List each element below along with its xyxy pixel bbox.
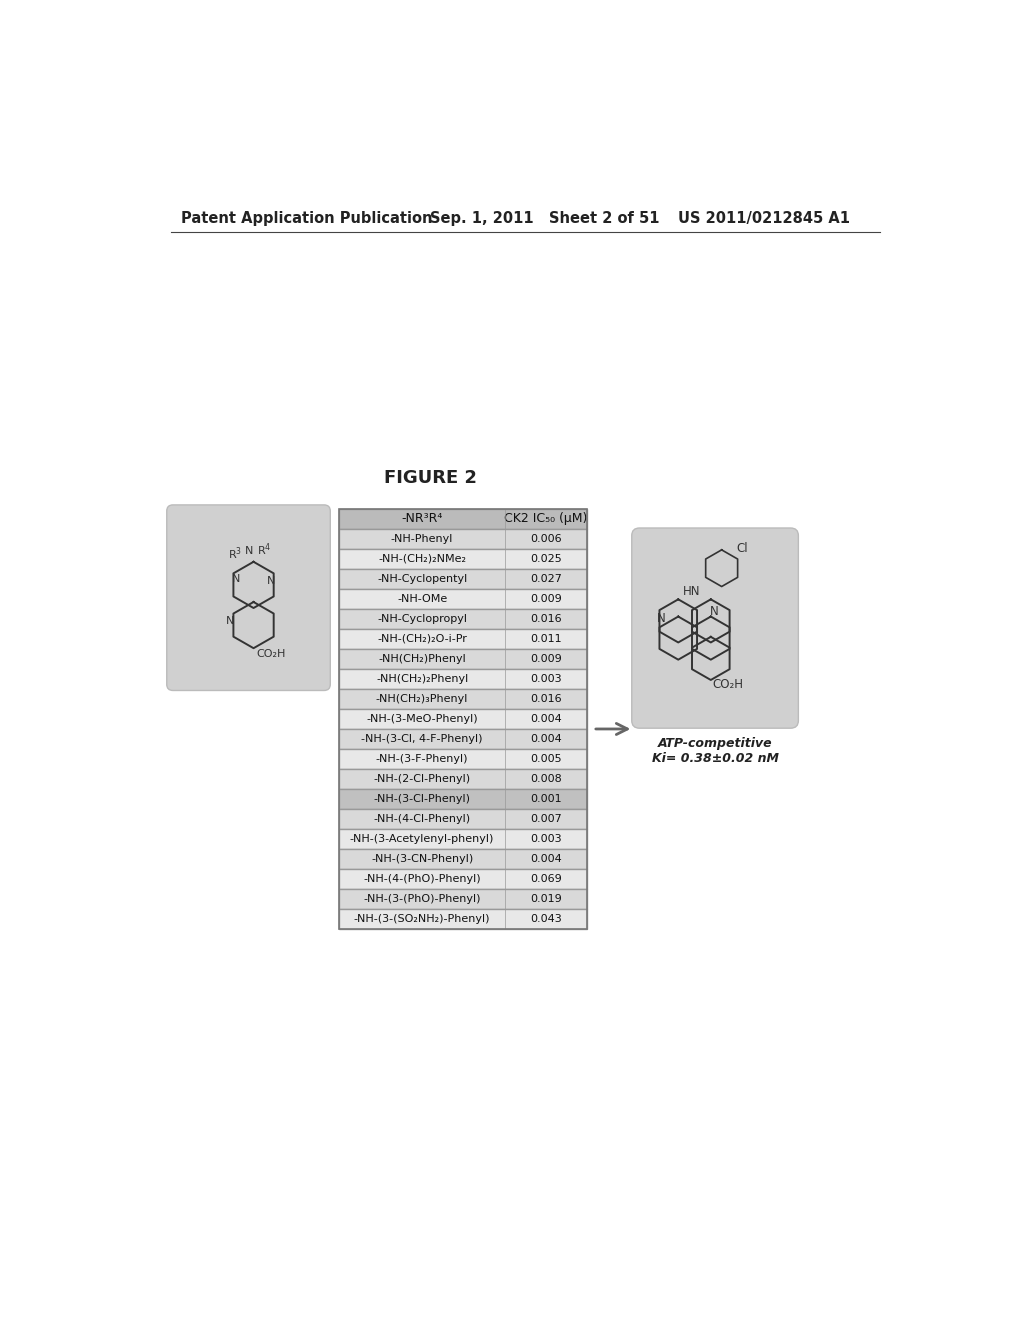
FancyBboxPatch shape	[339, 809, 587, 829]
Text: 0.003: 0.003	[530, 675, 562, 684]
Text: 0.027: 0.027	[530, 574, 562, 583]
Text: CK2 IC₅₀ (μM): CK2 IC₅₀ (μM)	[505, 512, 588, 525]
FancyBboxPatch shape	[339, 890, 587, 909]
FancyBboxPatch shape	[339, 508, 587, 529]
Text: ATP-competitive: ATP-competitive	[657, 737, 772, 750]
FancyBboxPatch shape	[339, 689, 587, 709]
Text: N: N	[226, 616, 234, 626]
Text: 0.001: 0.001	[530, 795, 562, 804]
FancyBboxPatch shape	[339, 569, 587, 589]
FancyBboxPatch shape	[339, 529, 587, 549]
Text: -NH(CH₂)₃Phenyl: -NH(CH₂)₃Phenyl	[376, 694, 468, 704]
FancyBboxPatch shape	[339, 869, 587, 890]
FancyBboxPatch shape	[339, 549, 587, 569]
Text: 0.011: 0.011	[530, 634, 562, 644]
Text: -NH-Cyclopropyl: -NH-Cyclopropyl	[377, 614, 467, 624]
Text: -NH-(3-Acetylenyl-phenyl): -NH-(3-Acetylenyl-phenyl)	[350, 834, 495, 843]
FancyBboxPatch shape	[339, 729, 587, 748]
FancyBboxPatch shape	[339, 849, 587, 869]
Text: N: N	[266, 576, 274, 586]
Text: -NH-Cyclopentyl: -NH-Cyclopentyl	[377, 574, 467, 583]
Text: -NH-(3-(SO₂NH₂)-Phenyl): -NH-(3-(SO₂NH₂)-Phenyl)	[354, 915, 490, 924]
FancyBboxPatch shape	[339, 829, 587, 849]
Text: 0.043: 0.043	[530, 915, 562, 924]
Text: R$^3$: R$^3$	[228, 545, 242, 561]
Text: Patent Application Publication: Patent Application Publication	[180, 211, 432, 226]
Text: N: N	[245, 546, 253, 556]
Text: 0.019: 0.019	[530, 894, 562, 904]
Text: 0.009: 0.009	[530, 594, 562, 603]
FancyBboxPatch shape	[339, 649, 587, 669]
Text: HN: HN	[683, 585, 700, 598]
Text: 0.006: 0.006	[530, 533, 562, 544]
Text: -NH-(4-(PhO)-Phenyl): -NH-(4-(PhO)-Phenyl)	[364, 874, 481, 884]
FancyBboxPatch shape	[339, 789, 587, 809]
Text: Ki= 0.38±0.02 nM: Ki= 0.38±0.02 nM	[651, 752, 778, 766]
Text: -NH-(3-MeO-Phenyl): -NH-(3-MeO-Phenyl)	[367, 714, 478, 723]
Text: N: N	[711, 605, 719, 618]
Text: -NH-(3-Cl-Phenyl): -NH-(3-Cl-Phenyl)	[374, 795, 471, 804]
Text: US 2011/0212845 A1: US 2011/0212845 A1	[678, 211, 850, 226]
Text: 0.016: 0.016	[530, 614, 562, 624]
Text: -NH-(4-Cl-Phenyl): -NH-(4-Cl-Phenyl)	[374, 814, 471, 824]
Text: -NH-(3-CN-Phenyl): -NH-(3-CN-Phenyl)	[371, 854, 473, 865]
Text: -NH-(2-Cl-Phenyl): -NH-(2-Cl-Phenyl)	[374, 774, 471, 784]
FancyBboxPatch shape	[339, 669, 587, 689]
Text: -NH-(CH₂)₂NMe₂: -NH-(CH₂)₂NMe₂	[378, 554, 466, 564]
Text: 0.069: 0.069	[530, 874, 562, 884]
Text: 0.003: 0.003	[530, 834, 562, 843]
FancyBboxPatch shape	[632, 528, 799, 729]
Text: -NH(CH₂)Phenyl: -NH(CH₂)Phenyl	[378, 653, 466, 664]
Text: N: N	[656, 612, 666, 626]
Text: Sep. 1, 2011   Sheet 2 of 51: Sep. 1, 2011 Sheet 2 of 51	[430, 211, 659, 226]
Text: 0.008: 0.008	[530, 774, 562, 784]
Text: 0.009: 0.009	[530, 653, 562, 664]
FancyBboxPatch shape	[339, 628, 587, 649]
FancyBboxPatch shape	[339, 909, 587, 929]
FancyBboxPatch shape	[167, 506, 331, 690]
Text: 0.004: 0.004	[530, 854, 562, 865]
FancyBboxPatch shape	[339, 770, 587, 789]
Text: 0.004: 0.004	[530, 714, 562, 723]
Text: CO₂H: CO₂H	[257, 649, 286, 660]
Text: 0.007: 0.007	[530, 814, 562, 824]
Text: 0.016: 0.016	[530, 694, 562, 704]
Text: -NH-Phenyl: -NH-Phenyl	[391, 533, 454, 544]
FancyBboxPatch shape	[339, 589, 587, 609]
Text: 0.005: 0.005	[530, 754, 562, 764]
FancyBboxPatch shape	[339, 748, 587, 770]
Text: -NH-(3-(PhO)-Phenyl): -NH-(3-(PhO)-Phenyl)	[364, 894, 481, 904]
Text: -NR³R⁴: -NR³R⁴	[401, 512, 442, 525]
FancyBboxPatch shape	[339, 709, 587, 729]
Text: Cl: Cl	[737, 543, 749, 556]
Text: -NH-(3-F-Phenyl): -NH-(3-F-Phenyl)	[376, 754, 468, 764]
Text: CO₂H: CO₂H	[713, 678, 743, 692]
FancyBboxPatch shape	[339, 609, 587, 628]
Text: R$^4$: R$^4$	[257, 541, 271, 558]
Text: 0.004: 0.004	[530, 734, 562, 744]
Text: -NH-(CH₂)₂O-i-Pr: -NH-(CH₂)₂O-i-Pr	[377, 634, 467, 644]
Text: -NH(CH₂)₂Phenyl: -NH(CH₂)₂Phenyl	[376, 675, 468, 684]
Text: N: N	[232, 574, 241, 583]
Text: -NH-(3-Cl, 4-F-Phenyl): -NH-(3-Cl, 4-F-Phenyl)	[361, 734, 483, 744]
Text: FIGURE 2: FIGURE 2	[384, 469, 477, 487]
Text: 0.025: 0.025	[530, 554, 562, 564]
Text: -NH-OMe: -NH-OMe	[397, 594, 447, 603]
